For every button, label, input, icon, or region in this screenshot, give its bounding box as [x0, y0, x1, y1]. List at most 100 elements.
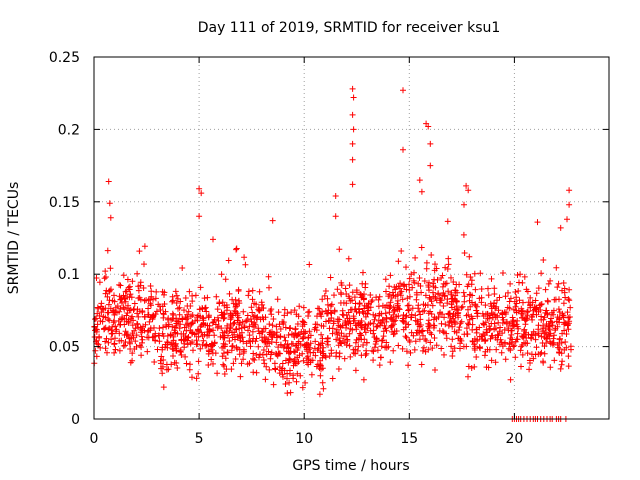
data-point [272, 366, 279, 373]
data-point [493, 346, 500, 353]
data-point [399, 296, 406, 303]
data-point [325, 341, 331, 348]
data-point [139, 336, 146, 343]
data-point [324, 301, 331, 308]
data-point [439, 283, 446, 290]
data-point [197, 323, 204, 330]
x-tick-label: 15 [400, 431, 418, 447]
data-point [425, 123, 432, 130]
data-point [248, 318, 255, 325]
data-point [430, 280, 436, 287]
data-point [184, 311, 191, 318]
data-point [189, 339, 196, 345]
data-point [314, 347, 321, 353]
data-point [348, 306, 355, 313]
data-point [416, 275, 423, 281]
data-point [268, 349, 275, 356]
data-point [526, 366, 533, 373]
data-point [287, 389, 294, 396]
data-point [341, 333, 347, 340]
data-point [416, 177, 423, 184]
data-point [182, 295, 189, 301]
data-point [158, 353, 165, 360]
data-point [353, 287, 360, 294]
data-point [378, 310, 385, 317]
data-point [518, 333, 525, 340]
data-point [209, 319, 216, 326]
data-point [445, 255, 452, 262]
data-point [232, 304, 239, 310]
data-point [141, 297, 148, 304]
data-point [158, 360, 164, 367]
data-point [240, 346, 247, 353]
data-point [380, 328, 387, 335]
data-point [130, 317, 137, 324]
data-point [219, 344, 226, 351]
data-point [220, 332, 227, 339]
data-point [169, 345, 176, 352]
data-point [165, 366, 172, 373]
data-point [398, 288, 405, 295]
data-point [197, 345, 204, 352]
data-point [386, 305, 393, 312]
data-point [319, 335, 326, 342]
data-point [332, 193, 339, 199]
data-point [111, 349, 118, 356]
data-point [210, 360, 216, 367]
data-point [185, 308, 192, 315]
data-point [262, 338, 269, 345]
data-point [556, 336, 563, 343]
data-point [304, 348, 311, 355]
data-point [286, 379, 293, 386]
data-point [198, 190, 205, 197]
data-point [108, 286, 114, 293]
data-point [513, 321, 520, 328]
data-point [290, 375, 297, 382]
data-point [321, 292, 328, 299]
data-point [528, 314, 535, 321]
data-point [352, 346, 359, 353]
data-point [496, 328, 503, 335]
data-point [284, 310, 291, 317]
data-point [476, 295, 483, 302]
data-point [190, 347, 196, 354]
data-point [317, 372, 324, 379]
data-point [448, 274, 454, 281]
data-point [102, 338, 109, 345]
data-point [560, 280, 567, 286]
chart-title: Day 111 of 2019, SRMTID for receiver ksu… [198, 20, 501, 36]
data-point [400, 87, 406, 94]
data-point [511, 298, 518, 305]
data-point [411, 279, 418, 286]
data-point [467, 274, 474, 280]
data-point [482, 302, 489, 309]
data-point [486, 323, 493, 330]
data-point [109, 323, 116, 330]
data-point [240, 338, 247, 345]
data-point [243, 340, 250, 347]
data-point [362, 280, 369, 287]
data-point [514, 272, 521, 278]
data-point [538, 301, 545, 307]
data-point [453, 298, 460, 305]
data-point [332, 213, 339, 220]
data-point [499, 320, 506, 326]
data-point [423, 259, 430, 266]
data-point [524, 350, 531, 357]
data-point [112, 346, 119, 353]
data-point [323, 318, 329, 325]
data-point [359, 308, 366, 315]
data-point [172, 342, 178, 349]
data-point [418, 244, 425, 251]
data-point [474, 336, 481, 343]
data-point [251, 320, 258, 326]
data-point [193, 375, 200, 382]
data-point [319, 379, 326, 386]
data-point [485, 292, 492, 299]
data-point [300, 318, 307, 325]
data-point [169, 323, 176, 330]
data-point [458, 304, 465, 311]
data-point [457, 345, 463, 352]
data-point [196, 185, 203, 192]
data-point [514, 336, 521, 343]
